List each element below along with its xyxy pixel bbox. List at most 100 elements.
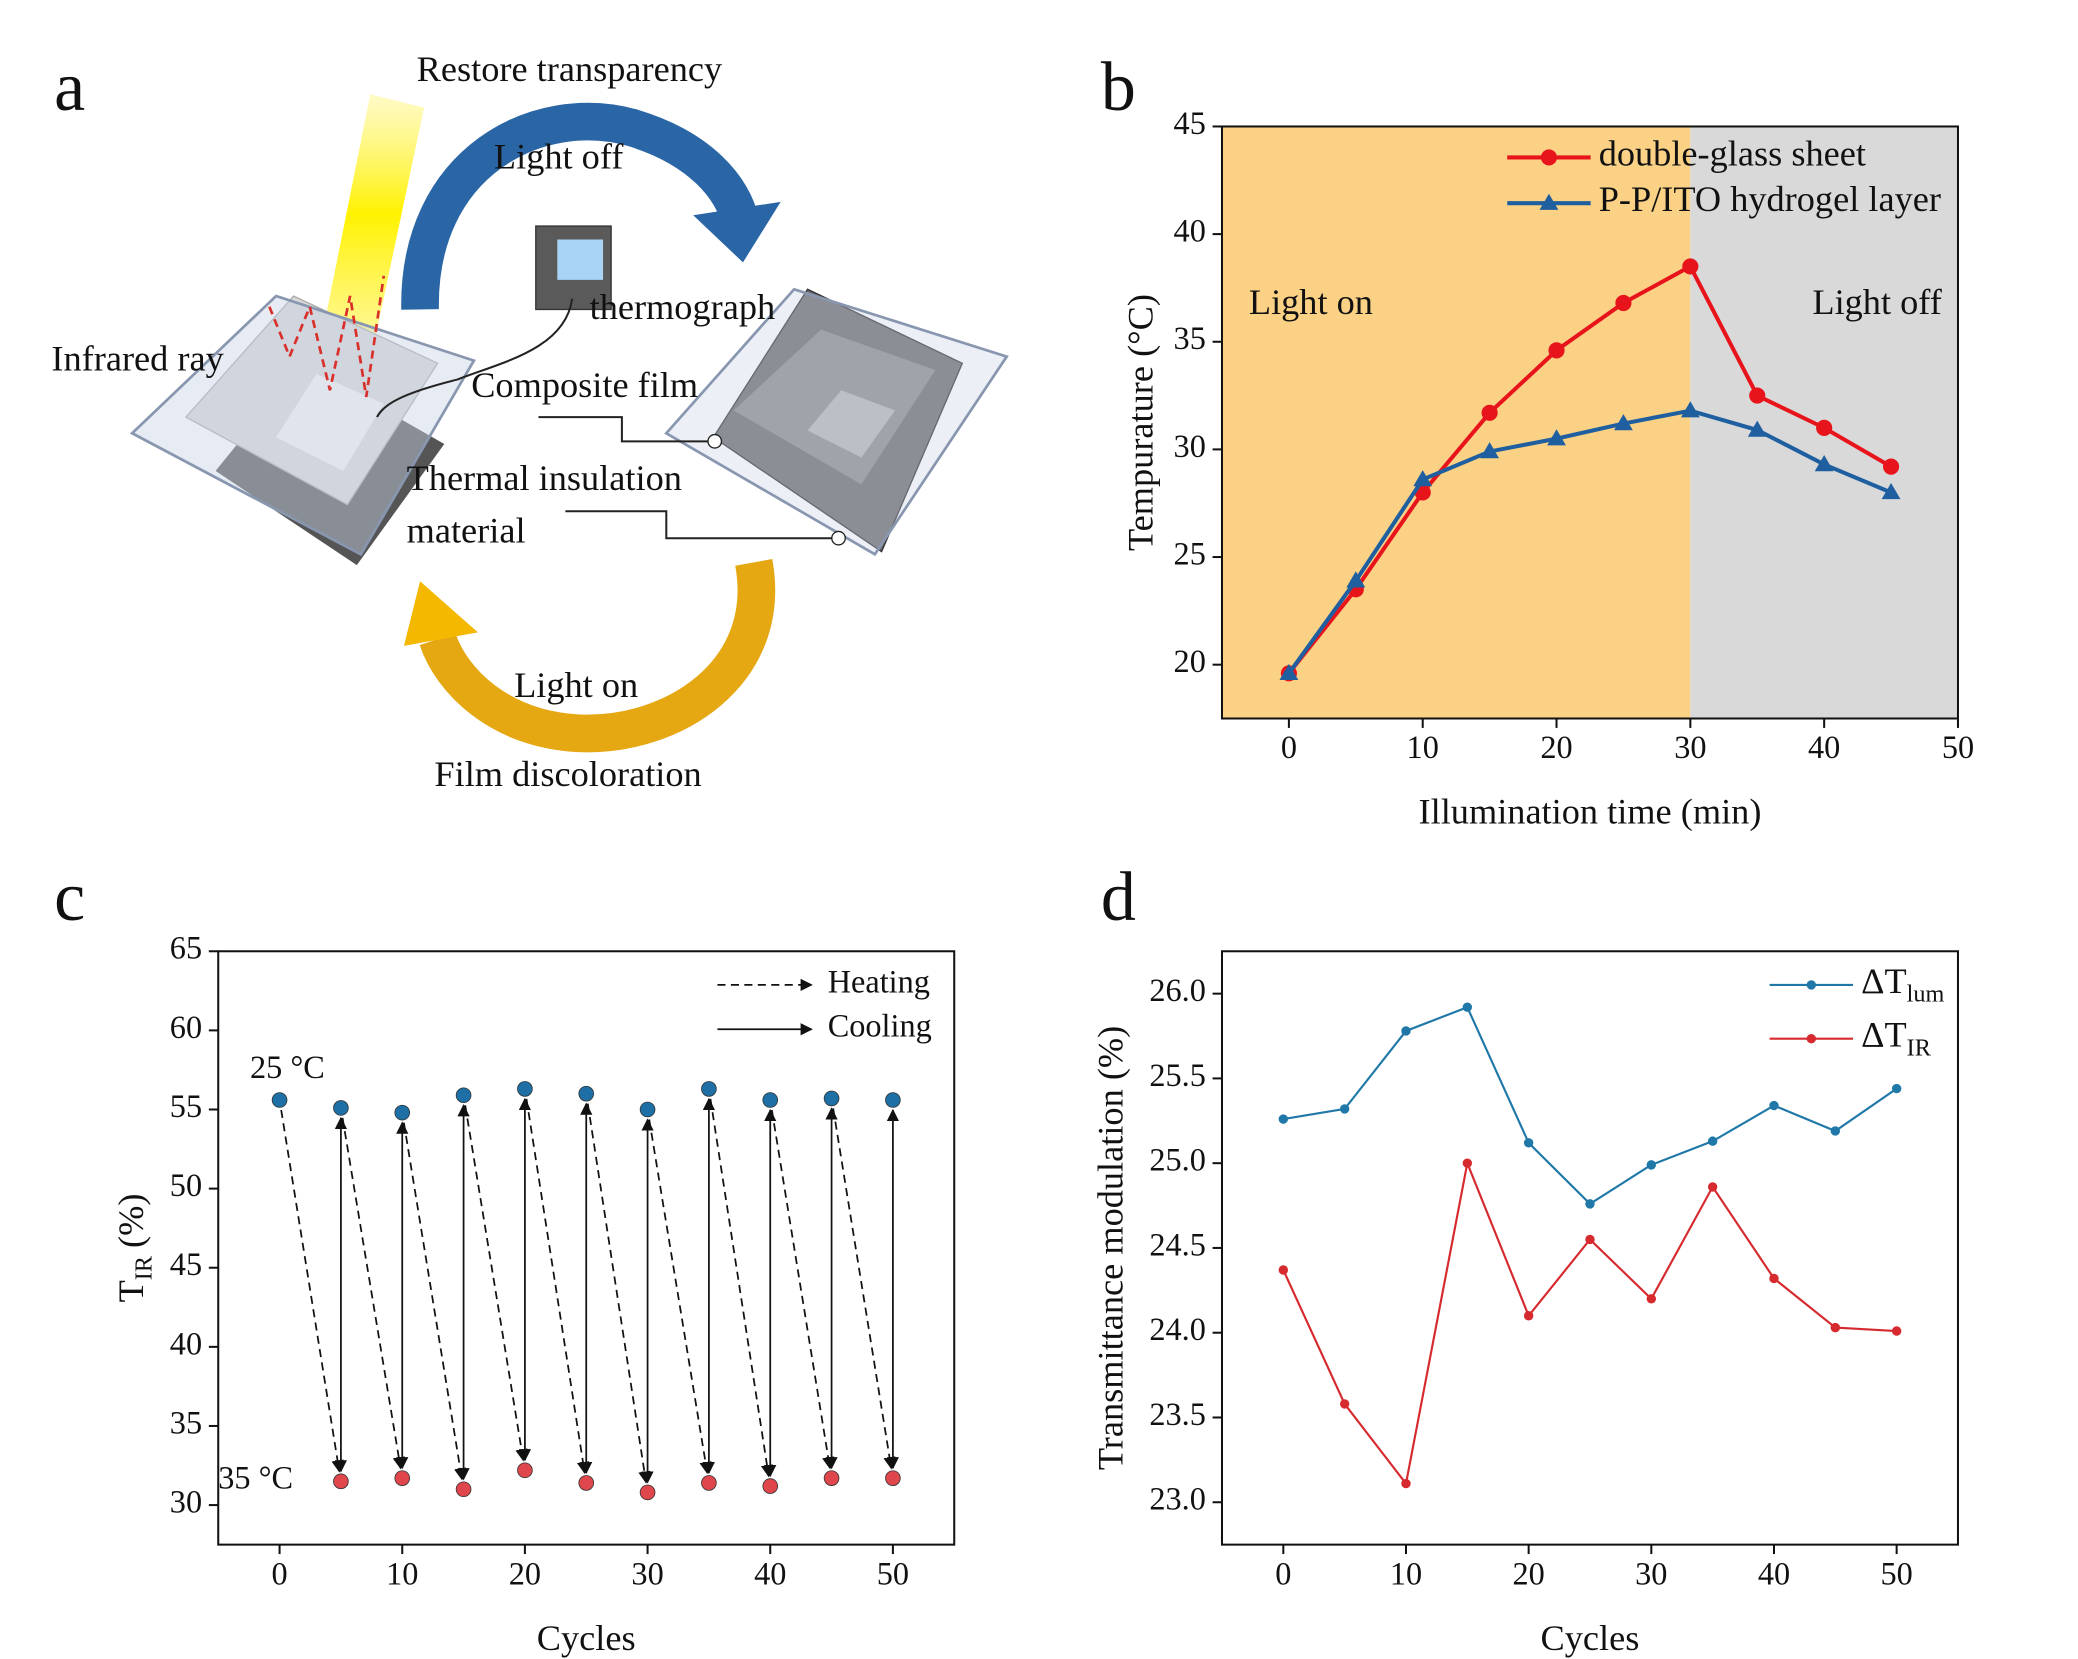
point bbox=[1816, 419, 1833, 436]
point bbox=[639, 1484, 656, 1501]
legend-label: double-glass sheet bbox=[1599, 134, 1866, 174]
point bbox=[701, 1475, 717, 1491]
point bbox=[1279, 663, 1299, 681]
region-label: Light off bbox=[1812, 282, 1942, 322]
legend-marker bbox=[1806, 1034, 1817, 1044]
plot-frame bbox=[1220, 950, 1959, 1546]
x-tick-label: 20 bbox=[1540, 729, 1572, 765]
y-tick-label: 25.0 bbox=[1149, 1142, 1206, 1178]
y-tick-label: 40 bbox=[1174, 213, 1206, 249]
heating-arrow bbox=[586, 1103, 651, 1484]
heating-arrow bbox=[341, 1117, 405, 1470]
point bbox=[1707, 1182, 1718, 1192]
y-tick-label: 23.0 bbox=[1149, 1481, 1206, 1517]
point bbox=[1462, 1158, 1473, 1168]
heating-arrow bbox=[709, 1098, 774, 1478]
panel-label: a bbox=[54, 49, 85, 126]
arrowhead bbox=[403, 581, 478, 646]
point bbox=[1680, 401, 1700, 418]
legend-marker bbox=[1540, 149, 1558, 166]
glass-sheet bbox=[664, 287, 1009, 557]
point bbox=[333, 1100, 349, 1116]
point bbox=[333, 1473, 349, 1490]
legend-label: ΔTIR bbox=[1861, 1015, 1932, 1061]
point bbox=[1747, 420, 1767, 437]
y-tick-label: 40 bbox=[170, 1325, 202, 1361]
y-tick-label: 65 bbox=[170, 930, 202, 966]
point bbox=[1769, 1100, 1779, 1111]
y-tick-label: 35 bbox=[170, 1404, 202, 1440]
point bbox=[455, 1087, 472, 1104]
x-axis-label: Illumination time (min) bbox=[1419, 792, 1762, 832]
y-tick-label: 35 bbox=[1174, 320, 1206, 356]
point bbox=[762, 1092, 779, 1108]
y-tick-label: 20 bbox=[1174, 643, 1206, 679]
label: Light on bbox=[514, 665, 638, 705]
x-tick-label: 40 bbox=[754, 1555, 786, 1591]
y-axis-label: TIR (%) bbox=[111, 1193, 157, 1302]
label: Film discoloration bbox=[434, 754, 701, 794]
legend-name: P-P/ITO hydrogel layer bbox=[1599, 179, 1941, 219]
point bbox=[1830, 1322, 1841, 1333]
point bbox=[1401, 1478, 1411, 1489]
x-tick-label: 10 bbox=[1390, 1555, 1422, 1591]
panel-label: c bbox=[54, 859, 85, 936]
point bbox=[823, 1090, 840, 1107]
label: Infrared ray bbox=[51, 338, 224, 378]
point bbox=[1278, 1114, 1289, 1124]
y-tick-label: 45 bbox=[170, 1246, 202, 1282]
x-tick-label: 30 bbox=[1635, 1555, 1667, 1591]
point bbox=[517, 1462, 533, 1479]
label: material bbox=[407, 510, 526, 550]
point bbox=[1891, 1326, 1902, 1336]
leader-dot bbox=[707, 433, 723, 449]
legend-name: ΔT bbox=[1861, 1015, 1907, 1055]
point bbox=[578, 1085, 595, 1102]
point bbox=[1523, 1311, 1534, 1321]
x-tick-label: 30 bbox=[631, 1555, 663, 1591]
glass-sheet bbox=[129, 294, 476, 557]
point bbox=[1548, 342, 1565, 359]
point bbox=[1547, 429, 1566, 446]
plot-frame bbox=[1220, 125, 1959, 720]
point bbox=[394, 1470, 411, 1486]
region-label: Light on bbox=[1249, 282, 1373, 322]
series-line bbox=[1282, 1159, 1897, 1487]
series-line bbox=[1287, 263, 1893, 675]
x-tick-label: 20 bbox=[1513, 1555, 1545, 1591]
point bbox=[701, 1081, 717, 1097]
box-floor bbox=[807, 390, 896, 458]
legend-label: Cooling bbox=[828, 1008, 932, 1044]
point bbox=[885, 1092, 901, 1108]
point bbox=[1346, 571, 1366, 588]
arc-arrow-blue bbox=[401, 102, 759, 310]
y-tick-label: 23.5 bbox=[1149, 1396, 1206, 1432]
leader-dot bbox=[831, 530, 846, 546]
label: Light off bbox=[494, 136, 624, 176]
x-tick-label: 50 bbox=[877, 1555, 909, 1591]
y-tick-label: 60 bbox=[170, 1009, 202, 1045]
x-tick-label: 0 bbox=[1281, 729, 1297, 765]
heating-arrow bbox=[464, 1105, 528, 1462]
heating-arrow bbox=[280, 1109, 344, 1473]
x-tick-label: 40 bbox=[1808, 729, 1840, 765]
point bbox=[271, 1092, 288, 1108]
series-label: 25 °C bbox=[250, 1049, 325, 1085]
point bbox=[1882, 458, 1900, 475]
y-tick-label: 24.0 bbox=[1149, 1311, 1206, 1347]
y-axis-label: Tempurature (°C) bbox=[1120, 294, 1160, 551]
heating-arrow bbox=[770, 1109, 835, 1470]
point bbox=[1749, 387, 1766, 404]
legend-marker bbox=[1539, 193, 1559, 210]
point bbox=[1830, 1126, 1841, 1136]
point bbox=[1881, 483, 1901, 500]
legend-label: ΔTlum bbox=[1861, 961, 1944, 1007]
point bbox=[1481, 404, 1498, 421]
point bbox=[1462, 1002, 1473, 1012]
arc-arrow-yellow bbox=[419, 559, 776, 753]
point bbox=[1401, 1026, 1411, 1036]
heating-arrow bbox=[403, 1122, 467, 1481]
leader-line bbox=[565, 510, 838, 540]
point bbox=[1615, 294, 1632, 312]
